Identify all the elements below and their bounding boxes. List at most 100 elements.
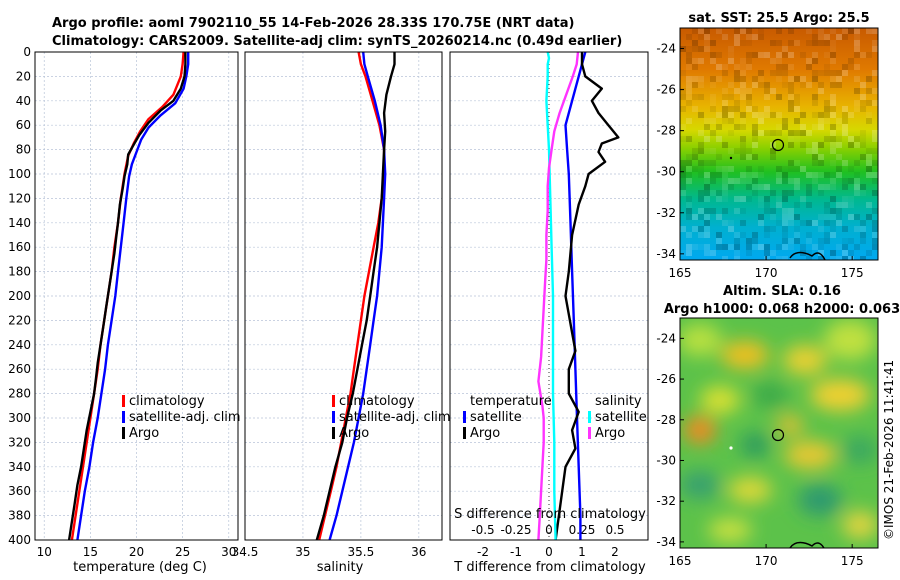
- sst-pixel: [836, 166, 842, 172]
- sst-pixel: [842, 130, 848, 136]
- sst-pixel: [686, 100, 692, 106]
- sst-pixel: [824, 34, 830, 40]
- ytick-label: 100: [8, 167, 31, 181]
- sst-pixel: [722, 34, 728, 40]
- sst-pixel: [818, 160, 824, 166]
- sst-pixel: [758, 214, 764, 220]
- legend-swatch-climatology: [122, 395, 125, 407]
- sst-pixel: [806, 58, 812, 64]
- sst-pixel: [686, 94, 692, 100]
- sst-pixel: [770, 88, 776, 94]
- map-ytick-label: -30: [656, 453, 676, 467]
- sst-pixel: [734, 232, 740, 238]
- xtick2-label: 0: [545, 523, 553, 537]
- sst-pixel: [698, 34, 704, 40]
- sst-pixel: [758, 82, 764, 88]
- sst-pixel: [830, 178, 836, 184]
- temperature-frame: [34, 51, 239, 541]
- sst-pixel: [686, 82, 692, 88]
- sst-pixel: [740, 118, 746, 124]
- sst-pixel: [866, 52, 872, 58]
- sst-pixel: [818, 226, 824, 232]
- sst-pixel: [782, 214, 788, 220]
- sst-pixel: [836, 244, 842, 250]
- sst-pixel: [728, 220, 734, 226]
- sst-pixel: [812, 58, 818, 64]
- sst-pixel: [776, 40, 782, 46]
- sst-pixel: [716, 136, 722, 142]
- sst-pixel: [776, 64, 782, 70]
- sst-pixel: [704, 214, 710, 220]
- difference-panel: -2 -1 0 1 2 -0.5 -0.25 0 0.25 0.5: [449, 51, 649, 559]
- xtick2-label: -0.5: [471, 523, 494, 537]
- sst-pixel: [758, 52, 764, 58]
- sst-pixel: [860, 94, 866, 100]
- sst-pixel: [704, 34, 710, 40]
- sst-pixel: [830, 226, 836, 232]
- sst-pixel: [740, 178, 746, 184]
- sst-pixel: [788, 214, 794, 220]
- sst-pixel: [824, 40, 830, 46]
- sst-pixel: [782, 232, 788, 238]
- sst-pixel: [788, 208, 794, 214]
- sst-pixel: [860, 82, 866, 88]
- sst-pixel: [686, 250, 692, 256]
- sst-pixel: [734, 238, 740, 244]
- xtick-label: 25: [175, 545, 190, 559]
- series-line-s-satellite: [545, 51, 557, 541]
- sst-pixel: [740, 82, 746, 88]
- sst-map-frame: [679, 27, 879, 261]
- sst-pixel: [830, 112, 836, 118]
- sst-pixel: [734, 28, 740, 34]
- xtick-label: 1: [578, 545, 586, 559]
- sst-pixel: [836, 202, 842, 208]
- map-ytick-label: -30: [656, 165, 676, 179]
- sst-pixel: [764, 226, 770, 232]
- sst-pixel: [794, 178, 800, 184]
- sst-pixel: [794, 100, 800, 106]
- sst-pixel: [746, 34, 752, 40]
- sst-pixel: [722, 142, 728, 148]
- series-line-argo: [315, 52, 396, 541]
- sla-map: Altim. SLA: 0.16 Argo h1000: 0.068 h2000…: [656, 284, 900, 568]
- sst-pixel: [830, 94, 836, 100]
- sst-pixel: [686, 58, 692, 64]
- sst-pixel: [758, 34, 764, 40]
- sst-pixel: [866, 202, 872, 208]
- sst-pixel: [788, 52, 794, 58]
- sst-pixel: [710, 118, 716, 124]
- sst-pixel: [848, 256, 854, 260]
- sst-pixel: [752, 52, 758, 58]
- series-line-t-satellite: [564, 51, 587, 540]
- xtick-label: -2: [477, 545, 489, 559]
- sst-pixel: [848, 214, 854, 220]
- difference-temperature-legend: temperature satellite Argo: [463, 394, 552, 441]
- sst-pixel: [686, 244, 692, 250]
- sst-pixel: [782, 178, 788, 184]
- sst-pixel: [842, 250, 848, 256]
- sst-pixel: [794, 130, 800, 136]
- sst-pixel: [824, 220, 830, 226]
- sst-pixel: [704, 124, 710, 130]
- sst-pixel: [866, 148, 872, 154]
- sst-pixel: [710, 52, 716, 58]
- sst-pixel: [704, 40, 710, 46]
- temperature-xlabel: temperature (deg C): [73, 560, 207, 575]
- sst-field: [680, 28, 878, 260]
- sst-pixel: [710, 76, 716, 82]
- sst-pixel: [806, 202, 812, 208]
- sst-pixel: [734, 70, 740, 76]
- sst-pixel: [704, 208, 710, 214]
- sst-pixel: [764, 184, 770, 190]
- map-xtick-label: 175: [841, 266, 864, 280]
- sst-pixel: [722, 64, 728, 70]
- xtick-label: 2: [611, 545, 619, 559]
- map-ytick-label: -34: [656, 535, 676, 549]
- sst-pixel: [704, 172, 710, 178]
- sst-pixel: [746, 244, 752, 250]
- sst-pixel: [854, 106, 860, 112]
- sst-pixel: [830, 106, 836, 112]
- sst-pixel: [734, 148, 740, 154]
- legend-label-t-argo: Argo: [470, 426, 500, 441]
- sst-pixel: [836, 136, 842, 142]
